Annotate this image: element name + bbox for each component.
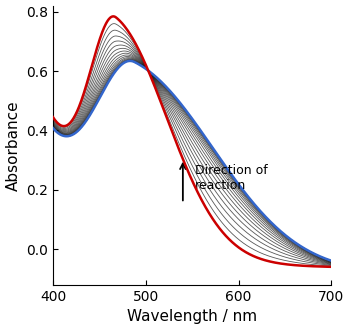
Y-axis label: Absorbance: Absorbance: [6, 100, 21, 191]
X-axis label: Wavelength / nm: Wavelength / nm: [127, 310, 257, 324]
Text: Direction of
reaction: Direction of reaction: [195, 164, 268, 192]
